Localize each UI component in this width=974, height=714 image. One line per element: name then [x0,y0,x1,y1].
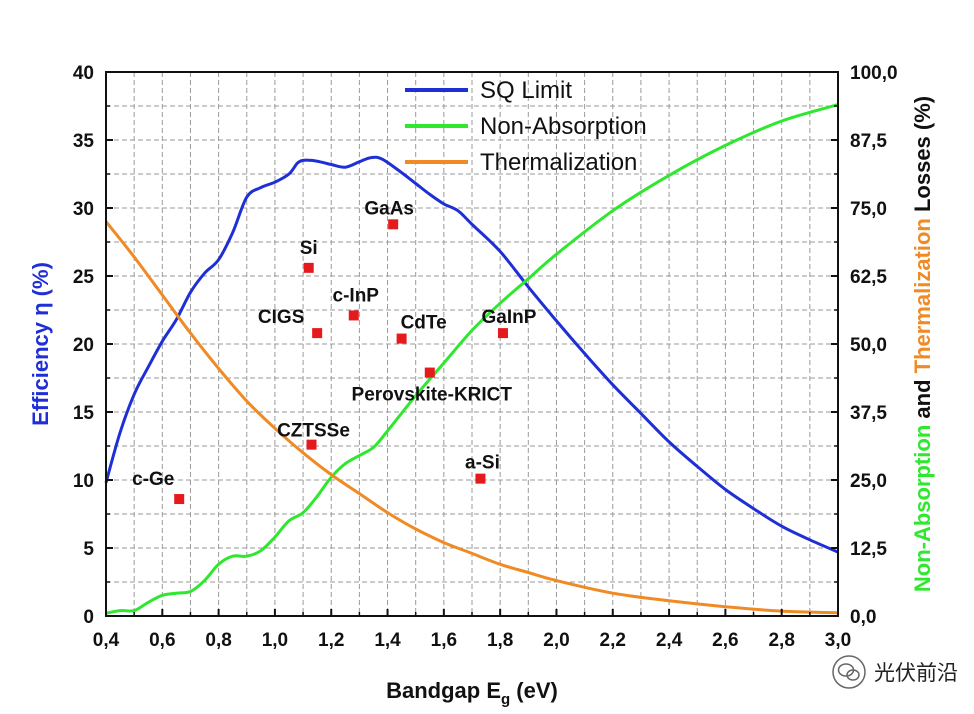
y-right-tick-label: 100,0 [850,63,898,84]
y-left-axis-title: Efficiency η (%) [28,262,53,426]
y-left-tick-label: 35 [73,131,95,152]
y-right-title-part: Non-Absorption [910,425,935,592]
data-point-label-a-si: a-Si [465,453,500,474]
data-point-si [303,262,314,273]
legend-label-non-absorption: Non-Absorption [480,113,647,140]
data-point-label-c-ge: c-Ge [132,469,174,490]
data-point-cztsse [306,439,317,450]
x-axis-title: Bandgap Eg (eV) [386,678,558,708]
x-tick-label: 2,6 [712,630,738,651]
x-tick-label: 0,8 [205,630,231,651]
series-line-thermalization [104,220,839,615]
x-tick-label: 1,2 [318,630,344,651]
y-right-tick-label: 25,0 [850,471,887,492]
legend-layer: SQ Limit Non-Absorption Thermalization [405,77,647,176]
y-left-tick-label: 0 [83,607,94,628]
y-left-tick-label: 30 [73,199,94,220]
y-right-tick-label: 37,5 [850,403,887,424]
x-tick-label: 2,8 [768,630,794,651]
y-right-tick-label: 50,0 [850,335,887,356]
x-tick-label: 2,2 [600,630,626,651]
data-point-label-c-inp: c-InP [333,285,380,306]
x-tick-label: 3,0 [825,630,851,651]
y-right-title-part: Losses (%) [910,96,935,218]
y-right-tick-label: 12,5 [850,539,887,560]
y-right-title-part: and [910,373,935,424]
x-tick-label: 1,4 [374,630,401,651]
y-right-title-part: Thermalization [910,218,935,373]
data-point-label-perovskite-krict: Perovskite-KRICT [352,385,513,406]
data-point-gainp [497,328,508,339]
data-point-label-gaas: GaAs [364,198,414,219]
y-left-tick-label: 15 [73,403,95,424]
series-layer [104,103,839,615]
legend-label-thermalization: Thermalization [480,149,637,176]
watermark-text: 光伏前沿 [874,662,958,685]
y-right-tick-label: 87,5 [850,131,887,152]
series-line-non-absorption [105,103,839,615]
y-left-tick-label: 5 [83,539,94,560]
y-right-tick-label: 62,5 [850,267,887,288]
wechat-icon [832,655,866,689]
grid-layer [106,72,838,616]
y-left-tick-label: 40 [73,63,94,84]
y-right-tick-label: 0,0 [850,607,876,628]
x-tick-label: 1,0 [262,630,288,651]
data-point-gaas [388,219,399,230]
x-tick-label: 2,0 [543,630,569,651]
x-tick-label: 2,4 [656,630,683,651]
y-right-tick-label: 75,0 [850,199,887,220]
y-left-tick-label: 20 [73,335,94,356]
data-point-label-cdte: CdTe [401,313,447,334]
legend-label-sq-limit: SQ Limit [480,77,572,104]
x-tick-label: 0,4 [93,630,120,651]
data-point-label-si: Si [300,238,318,259]
x-tick-label: 1,8 [487,630,513,651]
data-point-label-cztsse: CZTSSe [277,421,350,442]
ticks-layer: 0,4 0,6 0,8 1,0 1,2 1,4 1,6 1,8 2,0 2,2 2,4 2,6 2,8 3… [73,63,898,651]
x-tick-label: 0,6 [149,630,175,651]
points-layer: c-Ge Si CIGS c-InP CZTSSe GaAs CdTe Perovskite-… [132,198,537,505]
data-point-c-ge [174,494,185,505]
y-right-axis-title: Non-Absorption and Thermalization Losses… [910,96,935,592]
data-point-cdte [396,333,407,344]
data-point-cigs [312,328,323,339]
data-point-label-gainp: GaInP [482,307,537,328]
data-point-label-cigs: CIGS [258,307,304,328]
y-left-tick-label: 25 [73,267,95,288]
data-point-a-si [475,473,486,484]
watermark: 光伏前沿 [832,654,958,690]
y-left-tick-label: 10 [73,471,94,492]
series-line-sq-limit [104,155,839,554]
data-point-perovskite-krict [424,367,435,378]
x-tick-label: 1,6 [431,630,457,651]
data-point-c-inp [348,310,359,321]
